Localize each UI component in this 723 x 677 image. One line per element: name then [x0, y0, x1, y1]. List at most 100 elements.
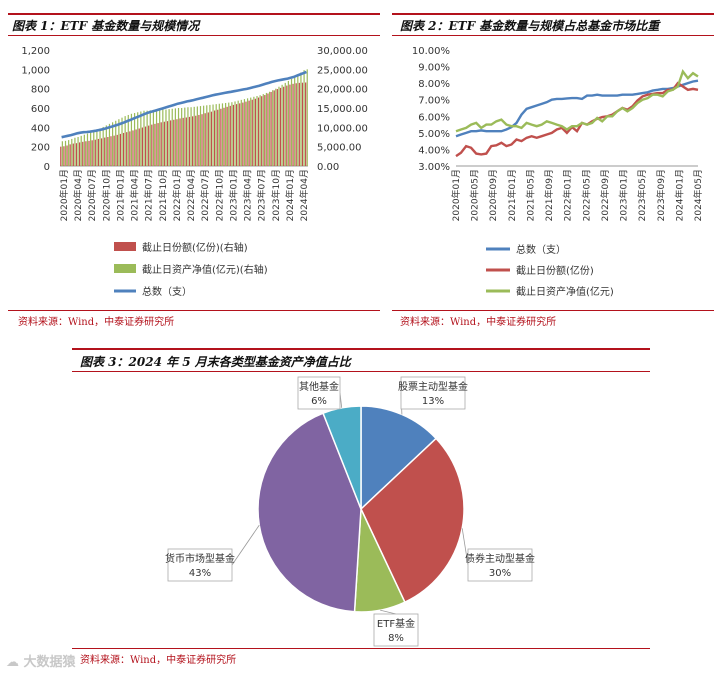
left-axis-tick: 600 — [31, 104, 50, 115]
shares-bar — [235, 104, 238, 166]
shares-bar — [198, 114, 200, 166]
nav-bar — [231, 102, 233, 166]
x-axis-tick: 2022年01月 — [562, 169, 574, 221]
shares-bar — [116, 134, 118, 166]
figure-1-title-rule — [8, 35, 380, 36]
shares-bar — [163, 121, 165, 166]
x-axis-tick: 2021年07月 — [143, 169, 155, 221]
nav-bar — [265, 92, 268, 166]
nav-bar — [177, 108, 180, 166]
shares-bar — [85, 141, 87, 166]
nav-bar — [108, 123, 111, 166]
pie-label-box-2 — [373, 613, 419, 647]
y-axis-tick: 5.00% — [418, 129, 450, 140]
figure-1-chart: 0 200 400 600 800 1,000 1,200 0.00 5,000.00 10,00… — [21, 46, 368, 298]
shares-bar — [144, 126, 147, 166]
pie-label-pct-2: 8% — [388, 633, 404, 644]
nav-bar — [221, 103, 224, 166]
nav-bar — [96, 130, 98, 166]
nav-bar — [71, 138, 73, 166]
nav-bar — [240, 99, 242, 166]
y-axis-tick: 8.00% — [418, 79, 450, 90]
x-axis-tick: 2023年01月 — [618, 169, 630, 221]
x-axis-tick: 2020年09月 — [487, 169, 499, 221]
shares-bar — [276, 89, 278, 166]
shares-bar — [204, 113, 206, 166]
x-axis-tick: 2023年04月 — [242, 169, 254, 221]
nav-bar — [77, 137, 79, 166]
shares-bar — [166, 121, 169, 166]
shares-bar — [104, 137, 106, 166]
shares-bar — [129, 131, 131, 166]
nav-bar — [259, 95, 261, 166]
legend-nav-label: 截止日资产净值(亿元) — [516, 285, 614, 298]
nav-bar — [74, 137, 76, 166]
shares-bar — [286, 85, 288, 166]
figure-2-top-rule — [392, 13, 714, 15]
nav-bar — [80, 135, 82, 166]
shares-bar — [279, 87, 282, 166]
x-axis-tick: 2021年05月 — [524, 169, 536, 221]
shares-bar — [220, 108, 222, 166]
shares-bar — [97, 138, 100, 166]
x-axis-tick: 2022年09月 — [599, 169, 611, 221]
left-axis-tick: 800 — [31, 85, 50, 96]
nav-bar — [278, 86, 280, 166]
left-axis-tick: 200 — [31, 143, 50, 154]
legend-shares-swatch — [114, 242, 136, 251]
nav-pct-line — [455, 68, 699, 133]
shares-bar — [173, 119, 175, 166]
shares-bar — [94, 139, 96, 166]
pie-leader-line-1 — [461, 528, 469, 566]
y-axis-tick: 9.00% — [418, 63, 450, 74]
x-axis-tick: 2022年10月 — [213, 169, 225, 221]
shares-bar — [207, 112, 209, 166]
nav-bar — [99, 128, 101, 166]
pie-label-name-4: 其他基金 — [299, 380, 339, 393]
nav-bar — [287, 80, 289, 166]
shares-bar — [157, 123, 159, 166]
nav-bar — [133, 113, 136, 166]
nav-bar — [174, 108, 176, 166]
shares-bar — [295, 83, 297, 166]
x-axis-tick: 2022年01月 — [171, 169, 183, 221]
nav-bar — [64, 140, 67, 166]
pie-slice-4 — [322, 405, 362, 510]
nav-bar — [61, 141, 63, 166]
figure-3-chart: 股票主动型基金 13% 债券主动型基金 30% ETF基金 8% 货币市场型基金 43% 其他基… — [165, 376, 535, 647]
shares-bar — [160, 122, 162, 166]
legend-nav-label: 截止日资产净值(亿元)(右轴) — [142, 263, 268, 276]
count-pct-line — [455, 79, 699, 138]
shares-bar — [283, 86, 285, 166]
shares-bar — [82, 141, 84, 166]
y-axis-tick: 4.00% — [418, 145, 450, 156]
x-axis-tick: 2023年10月 — [270, 169, 282, 221]
nav-bar — [127, 114, 129, 166]
x-axis-tick: 2020年01月 — [450, 169, 462, 221]
nav-bar — [111, 122, 114, 166]
nav-bar — [152, 109, 155, 166]
figure-3: 图表 3：2024 年 5 月末各类型基金资产净值占比 股票主动型基金 13% 债券… — [0, 340, 723, 677]
right-axis-tick: 30,000.00 — [317, 46, 368, 57]
nav-bar — [83, 134, 85, 166]
x-axis-tick: 2021年09月 — [543, 169, 555, 221]
shares-bar — [100, 138, 103, 166]
left-axis-tick: 1,000 — [21, 65, 50, 76]
figure-2-title: 图表 2：ETF 基金数量与规模占总基金市场比重 — [400, 19, 660, 33]
pie-label-box-3 — [167, 548, 233, 582]
nav-bar — [184, 107, 186, 166]
nav-bar — [275, 88, 277, 166]
shares-bar — [154, 123, 156, 166]
nav-bar — [272, 90, 274, 166]
shares-bar — [66, 145, 68, 166]
nav-bar — [237, 100, 239, 166]
nav-bar — [162, 109, 164, 166]
nav-bar — [206, 105, 208, 166]
nav-bar — [284, 82, 286, 166]
shares-bar — [254, 98, 257, 166]
nav-bar — [155, 109, 158, 166]
x-axis-tick: 2020年10月 — [100, 169, 112, 221]
shares-bar — [126, 132, 128, 166]
x-axis-tick: 2020年01月 — [58, 169, 70, 221]
nav-bar — [193, 106, 195, 166]
